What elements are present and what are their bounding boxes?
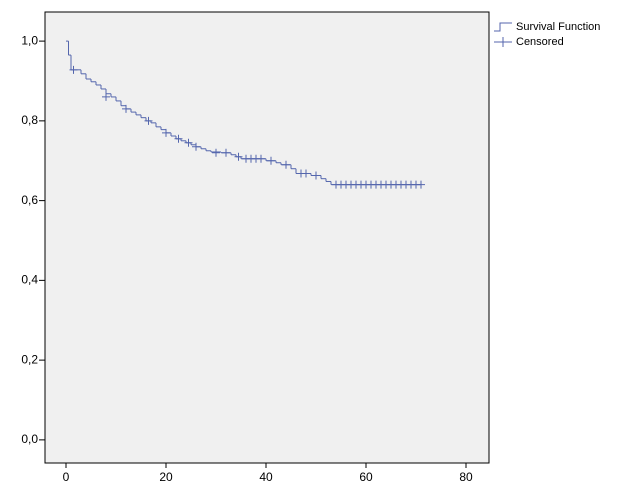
- censored-mark: [222, 148, 230, 157]
- censored-mark: [282, 160, 290, 169]
- x-tick-label: 40: [259, 470, 273, 484]
- censored-mark: [302, 169, 310, 178]
- x-tick-label: 60: [359, 470, 373, 484]
- legend-icon: [494, 37, 512, 47]
- censored-mark: [267, 156, 275, 165]
- x-tick-label: 80: [459, 470, 473, 484]
- y-tick-label: 1,0: [21, 33, 38, 47]
- censored-mark: [257, 154, 265, 163]
- censored-mark: [192, 142, 200, 151]
- censored-mark: [69, 65, 78, 74]
- y-tick-label: 0,0: [21, 432, 38, 446]
- y-tick-label: 0,4: [21, 273, 38, 287]
- legend-label: Censored: [516, 36, 564, 48]
- censored-mark: [174, 134, 183, 143]
- censored-mark: [234, 152, 243, 161]
- censored-mark: [162, 128, 170, 137]
- censored-mark: [122, 104, 130, 113]
- y-tick-label: 0,8: [21, 113, 38, 127]
- censored-mark: [312, 171, 320, 180]
- plot-area: [44, 11, 490, 464]
- censored-mark: [102, 92, 110, 101]
- y-tick-label: 0,2: [21, 352, 38, 366]
- censored-mark: [184, 138, 193, 147]
- legend-label: Survival Function: [516, 21, 600, 33]
- censored-mark: [417, 180, 425, 189]
- y-tick-label: 0,6: [21, 193, 38, 207]
- legend-icon: [494, 22, 512, 32]
- x-tick-label: 20: [159, 470, 173, 484]
- censored-mark: [144, 116, 153, 125]
- x-tick-label: 0: [63, 470, 70, 484]
- censored-mark: [212, 148, 220, 157]
